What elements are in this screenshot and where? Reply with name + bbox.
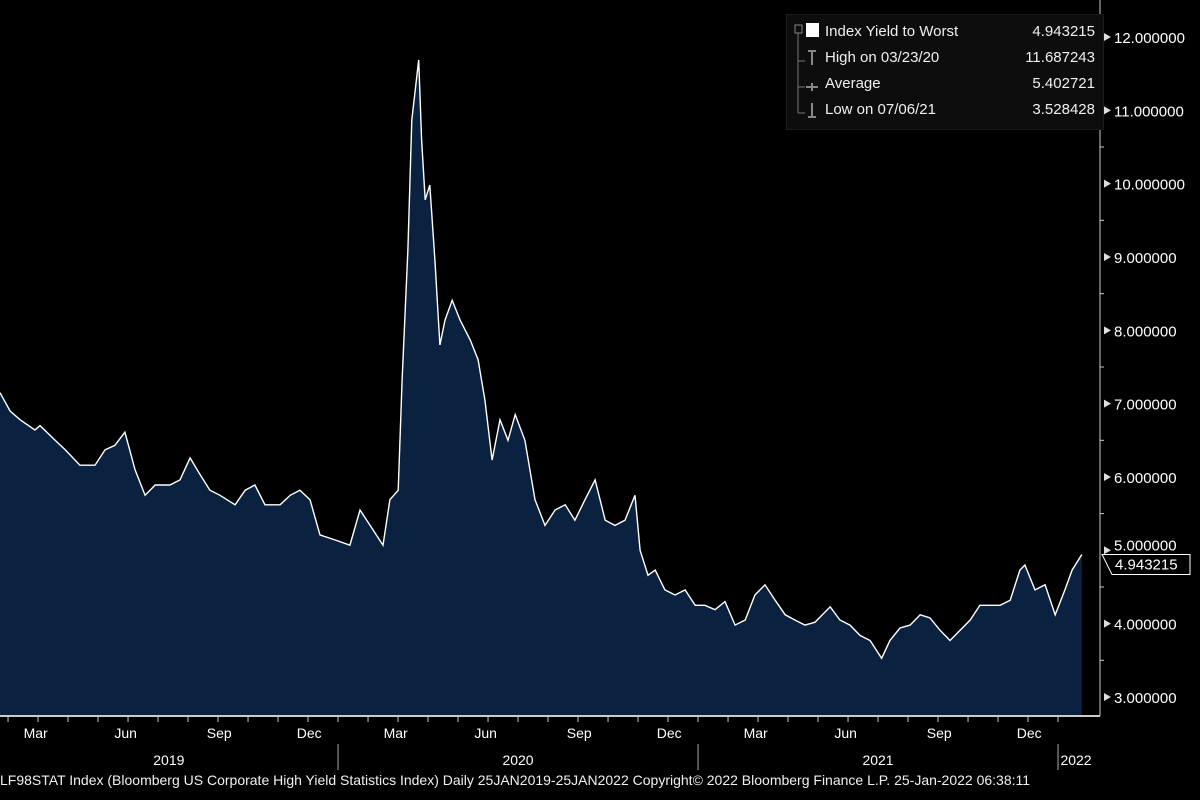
x-tick-label: Mar (384, 725, 408, 741)
y-tick-marker (1104, 619, 1111, 628)
x-tick-label: Mar (24, 725, 48, 741)
y-tick-label: 10.000000 (1114, 177, 1185, 194)
y-tick-label: 8.000000 (1114, 323, 1177, 340)
last-value-label: 4.943215 (1115, 556, 1178, 573)
y-tick-marker (1104, 546, 1111, 555)
x-tick-label: Dec (297, 725, 322, 741)
x-tick-label: Dec (657, 725, 682, 741)
y-tick-marker (1104, 472, 1111, 481)
legend-row-high: High on 03/23/20 11.687243 (825, 46, 1095, 70)
y-tick-label: 5.000000 (1114, 537, 1177, 554)
y-tick-marker (1104, 106, 1111, 115)
x-tick-label: Mar (744, 725, 768, 741)
series-line (0, 59, 1083, 660)
legend-value: 5.402721 (1032, 75, 1095, 92)
x-tick-label: Sep (567, 725, 592, 741)
legend-tree-icon (794, 23, 819, 118)
x-tick-label: Sep (207, 725, 232, 741)
x-tick-label: Sep (927, 725, 952, 741)
x-tick-label: Dec (1017, 725, 1042, 741)
y-tick-marker (1104, 179, 1111, 188)
y-tick-marker (1104, 252, 1111, 261)
y-tick-label: 4.000000 (1114, 617, 1177, 634)
legend-label: Low on 07/06/21 (825, 101, 936, 118)
x-tick-label: Jun (474, 725, 497, 741)
y-tick-marker (1104, 692, 1111, 701)
y-tick-marker (1104, 33, 1111, 41)
legend-value: 11.687243 (1025, 49, 1095, 66)
x-tick-label: Jun (114, 725, 137, 741)
year-label: 2022 (1060, 752, 1091, 768)
legend-label: Average (825, 75, 881, 92)
year-label: 2019 (153, 752, 184, 768)
y-tick-label: 3.000000 (1114, 690, 1177, 707)
y-tick-label: 7.000000 (1114, 397, 1177, 414)
legend-row-low: Low on 07/06/21 3.528428 (825, 98, 1095, 122)
y-tick-label: 12.000000 (1114, 30, 1185, 47)
legend-row-index: Index Yield to Worst 4.943215 (825, 20, 1095, 44)
legend-value: 4.943215 (1032, 23, 1095, 40)
area-fill (0, 60, 1082, 716)
chart-footer: LF98STAT Index (Bloomberg US Corporate H… (0, 772, 1031, 788)
x-tick-label: Jun (834, 725, 857, 741)
y-tick-marker (1104, 399, 1111, 408)
legend-label: High on 03/23/20 (825, 49, 940, 66)
y-tick-marker (1104, 326, 1111, 335)
legend-value: 3.528428 (1032, 101, 1095, 118)
legend-label: Index Yield to Worst (825, 23, 959, 40)
year-label: 2021 (862, 752, 893, 768)
y-tick-label: 9.000000 (1114, 250, 1177, 267)
last-value-tag (1101, 553, 1191, 575)
y-tick-label: 6.000000 (1114, 470, 1177, 487)
chart-legend: Index Yield to Worst 4.943215 High on 03/… (786, 14, 1104, 130)
year-label: 2020 (502, 752, 533, 768)
y-tick-label: 11.000000 (1114, 103, 1184, 120)
legend-row-average: Average 5.402721 (825, 72, 1095, 96)
